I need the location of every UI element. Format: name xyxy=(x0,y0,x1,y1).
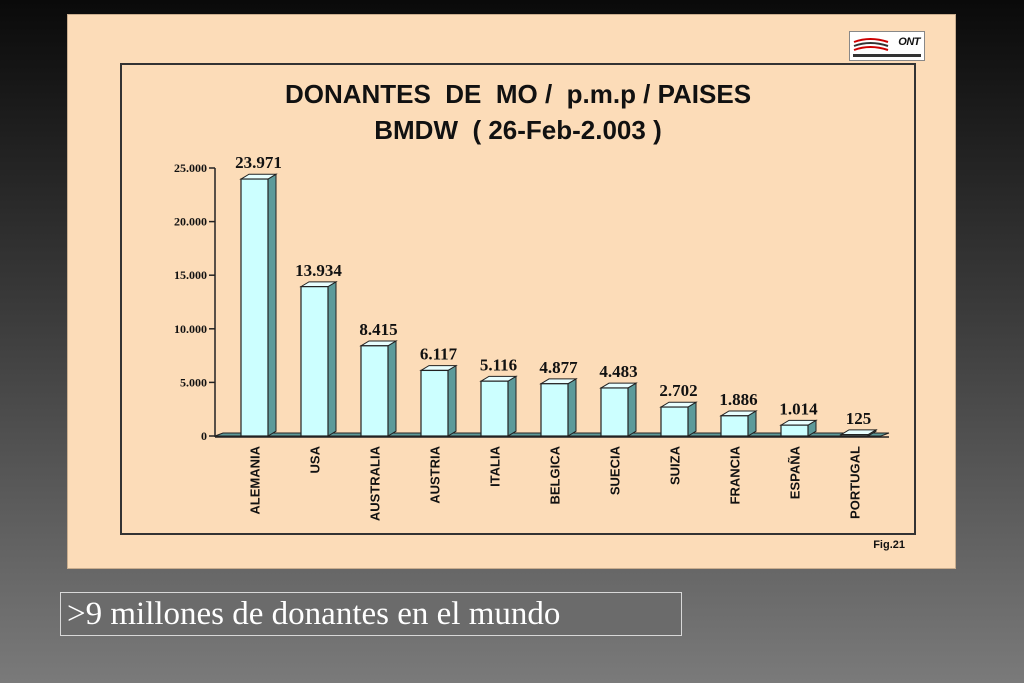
y-tick-label: 20.000 xyxy=(174,215,207,229)
category-label: SUIZA xyxy=(668,445,683,485)
bar-side xyxy=(327,280,337,437)
bar-suecia xyxy=(600,387,629,437)
slide-panel: ONT DONANTES DE MO / p.m.p / PAISES BMDW… xyxy=(67,14,956,569)
category-label: ITALIA xyxy=(488,445,503,487)
data-label: 23.971 xyxy=(235,153,282,172)
data-label: 125 xyxy=(846,409,872,428)
bar-side xyxy=(687,401,697,437)
category-label: AUSTRIA xyxy=(428,445,443,503)
category-label: PORTUGAL xyxy=(848,446,863,519)
category-label: SUECIA xyxy=(608,445,623,495)
bar-italia xyxy=(480,380,509,437)
category-label: AUSTRALIA xyxy=(368,445,383,521)
y-tick-label: 25.000 xyxy=(174,161,207,175)
figure-label: Fig.21 xyxy=(873,539,905,551)
bar-alemania xyxy=(240,178,269,437)
data-label: 2.702 xyxy=(659,381,697,400)
ont-logo: ONT xyxy=(849,31,925,61)
y-tick-label: 10.000 xyxy=(174,322,207,336)
logo-text: ONT xyxy=(898,36,920,48)
category-label: BELGICA xyxy=(548,445,563,504)
bar-austria xyxy=(420,369,449,437)
bar-suiza xyxy=(660,406,689,437)
bar-side xyxy=(627,382,637,437)
bar-side xyxy=(507,375,517,437)
data-label: 1.014 xyxy=(779,399,818,418)
bar-side xyxy=(267,173,277,437)
category-label: ESPAÑA xyxy=(788,445,803,499)
chart-frame: DONANTES DE MO / p.m.p / PAISES BMDW ( 2… xyxy=(120,63,916,535)
y-tick-label: 0 xyxy=(201,429,207,443)
category-label: USA xyxy=(308,445,323,473)
logo-swoosh-icon xyxy=(853,38,921,57)
category-label: FRANCIA xyxy=(728,445,743,504)
data-label: 6.117 xyxy=(420,345,458,364)
bar-francia xyxy=(720,415,749,437)
bar-portugal xyxy=(840,434,869,437)
bar-side xyxy=(387,340,397,437)
data-label: 5.116 xyxy=(480,355,517,374)
bar-chart: 0 5.000 10.000 15.000 20.000 25.000 23.971 ALEM… xyxy=(174,153,890,521)
chart-title-line-2: BMDW ( 26-Feb-2.003 ) xyxy=(374,115,662,145)
data-label: 1.886 xyxy=(719,390,757,409)
bar-side xyxy=(447,364,457,437)
data-label: 4.483 xyxy=(599,362,637,381)
chart-title-line-1: DONANTES DE MO / p.m.p / PAISES xyxy=(284,79,752,109)
bar-belgica xyxy=(540,383,569,437)
y-tick-label: 15.000 xyxy=(174,268,207,282)
slide-caption: >9 millones de donantes en el mundo xyxy=(60,592,682,636)
data-label: 8.415 xyxy=(359,320,397,339)
bar-usa xyxy=(300,286,329,437)
y-tick-label: 5.000 xyxy=(180,375,207,389)
bar-españa xyxy=(780,424,809,437)
category-label: ALEMANIA xyxy=(248,445,263,514)
data-label: 13.934 xyxy=(295,261,342,280)
bar-australia xyxy=(360,345,389,437)
data-label: 4.877 xyxy=(539,358,578,377)
bar-side xyxy=(567,378,577,437)
